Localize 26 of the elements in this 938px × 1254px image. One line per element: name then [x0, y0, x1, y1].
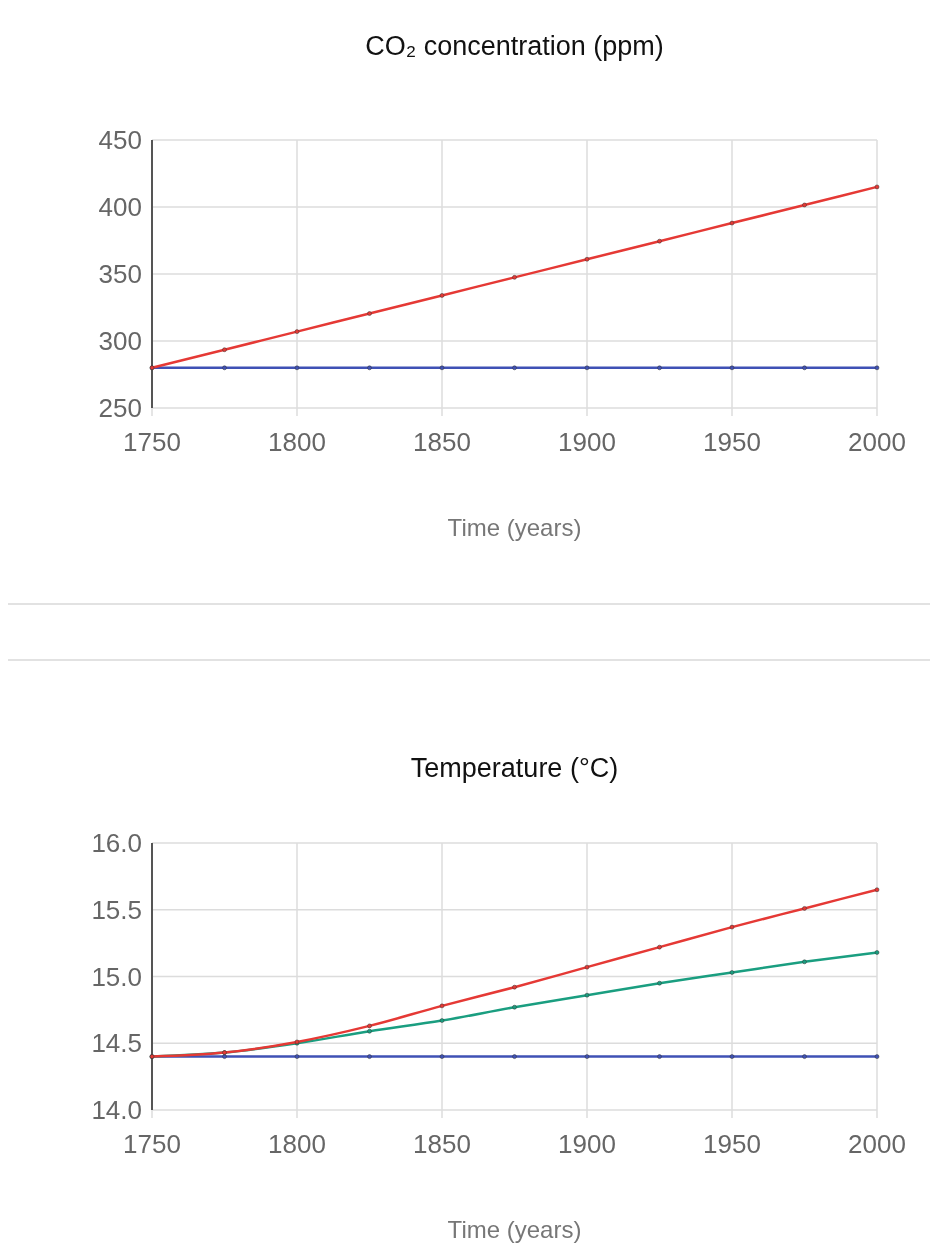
chart-title: Temperature (°C) — [410, 753, 619, 783]
x-axis-title: Time (years) — [447, 514, 582, 541]
x-tick-label: 1950 — [703, 1129, 761, 1159]
x-tick-label: 1750 — [123, 1129, 181, 1159]
y-tick-label: 250 — [98, 393, 142, 424]
x-tick-label: 1750 — [123, 427, 181, 457]
x-tick-label: 1900 — [558, 427, 616, 457]
y-tick-label: 14.0 — [91, 1095, 142, 1126]
y-tick-label: 16.0 — [91, 828, 142, 859]
y-tick-label: 400 — [98, 192, 142, 223]
x-tick-label: 1850 — [413, 1129, 471, 1159]
y-tick-label: 300 — [98, 326, 142, 357]
x-tick-label: 1800 — [268, 1129, 326, 1159]
y-tick-label: 450 — [98, 125, 142, 156]
y-tick-label: 15.5 — [91, 894, 142, 925]
y-tick-label: 350 — [98, 259, 142, 290]
x-tick-label: 1800 — [268, 427, 326, 457]
x-tick-label: 2000 — [848, 427, 906, 457]
y-tick-label: 14.5 — [91, 1028, 142, 1059]
y-tick-label: 15.0 — [91, 961, 142, 992]
x-axis-title: Time (years) — [447, 1216, 582, 1243]
x-tick-label: 1900 — [558, 1129, 616, 1159]
x-tick-label: 1850 — [413, 427, 471, 457]
x-tick-label: 1950 — [703, 427, 761, 457]
x-tick-label: 2000 — [848, 1129, 906, 1159]
chart-title: CO₂ concentration (ppm) — [365, 31, 664, 61]
